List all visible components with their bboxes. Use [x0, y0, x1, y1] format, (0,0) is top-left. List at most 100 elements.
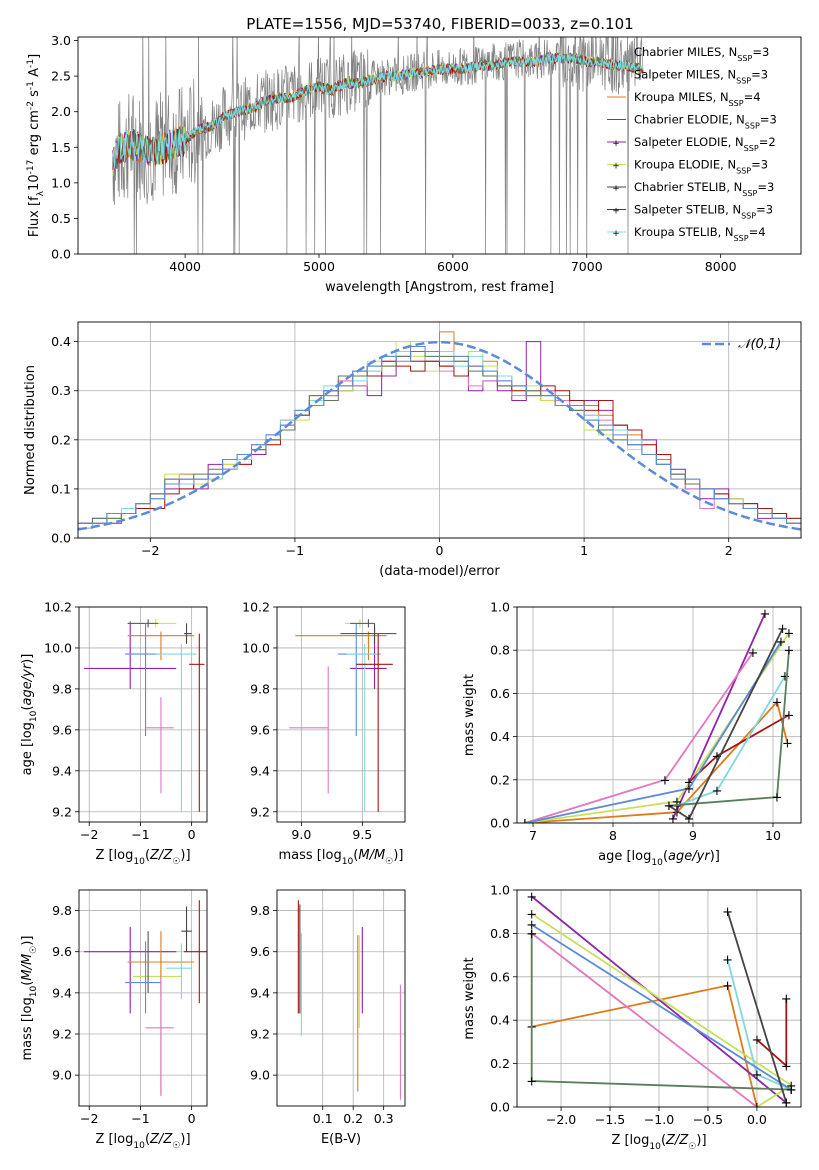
y-tick-label: 0.0	[51, 247, 71, 262]
x-tick-label: −2	[141, 543, 159, 558]
weight-marker: +	[751, 1068, 762, 1083]
weight-series	[524, 641, 782, 823]
weight-marker: +	[777, 622, 788, 637]
weight-marker: +	[784, 709, 795, 724]
error-point	[84, 927, 177, 1014]
y-tick-label: 9.2	[250, 1027, 270, 1042]
x-tick-label: 8	[609, 828, 617, 843]
y-tick-label: 0.0	[51, 531, 71, 546]
legend-marker: +	[612, 162, 620, 172]
x-tick-label: 0.3	[374, 1111, 394, 1126]
y-tick-label: 0.3	[51, 383, 71, 398]
x-tick-label: 1	[580, 543, 588, 558]
y-tick-label: 2.5	[51, 69, 71, 84]
weight-marker: +	[781, 992, 792, 1007]
error-point	[295, 631, 387, 661]
axes-frame	[77, 36, 802, 255]
x-tick-label: −1.0	[644, 1112, 674, 1127]
chart-spectrum: 4000 5000 6000 7000 8000 0.0 0.5 1.0 1.5 2.0 2.5 3.…	[26, 33, 802, 295]
x-tick-label: 6000	[437, 259, 469, 274]
y-tick-label: 9.2	[52, 1027, 72, 1042]
weight-marker: +	[520, 817, 531, 832]
chart-mass-vs-Z: −2 −1 0 9.0 9.2 9.4 9.6 9.8 Z [log10(Z/Z☉)] mass …	[20, 889, 208, 1151]
legend-label: Kroupa MILES, NSSP=4	[634, 90, 761, 108]
x-tick-label: −2	[80, 827, 98, 842]
y-axis-label: mass weight	[462, 957, 477, 1039]
figure-title: PLATE=1556, MJD=53740, FIBERID=0033, z=0…	[246, 15, 633, 33]
weight-marker: +	[660, 773, 671, 788]
weight-marker: +	[526, 918, 537, 933]
chart-mass-weight-vs-age: +++++++++++++++++++++++++++7 8 9 10 0.0 0.2 0.…	[462, 600, 802, 868]
legend-label: Chabrier ELODIE, NSSP=3	[634, 113, 777, 131]
legend-label: Chabrier STELIB, NSSP=3	[634, 180, 774, 198]
y-tick-label: 0.4	[490, 729, 510, 744]
weight-series	[531, 923, 792, 1091]
weight-series	[530, 933, 792, 1091]
x-tick-label: 0	[188, 827, 196, 842]
axes-frame	[276, 889, 406, 1107]
legend-label: Chabrier MILES, NSSP=3	[634, 45, 769, 63]
legend-label: Salpeter ELODIE, NSSP=2	[634, 135, 776, 153]
error-point	[189, 633, 205, 812]
x-tick-label: 0.1	[313, 1111, 333, 1126]
weight-marker: +	[526, 907, 537, 922]
y-tick-label: 9.8	[52, 903, 72, 918]
y-axis-label: mass [log10(M/M☉)]	[20, 936, 39, 1061]
y-tick-label: 1.0	[490, 600, 510, 615]
x-tick-label: 2	[725, 543, 733, 558]
weight-marker: +	[672, 795, 683, 810]
y-tick-label: 0.8	[490, 643, 510, 658]
weight-series	[531, 913, 793, 1107]
plot-area	[84, 619, 205, 812]
weight-marker: +	[672, 806, 683, 821]
error-point	[127, 619, 159, 628]
weight-marker: +	[526, 1074, 537, 1089]
error-point	[356, 633, 393, 812]
model-spectrum	[112, 53, 644, 169]
legend-marker: +	[612, 207, 620, 217]
chart-mass-weight-vs-Z: +++++++++++++++++++++++−2.0 −1.5 −1.0 −0.5 0…	[462, 883, 802, 1152]
x-axis-label: (data-model)/error	[379, 564, 500, 579]
error-point	[125, 623, 161, 736]
weight-series	[668, 628, 784, 821]
weight-marker: +	[786, 1083, 797, 1098]
x-tick-label: 9.5	[352, 827, 372, 842]
error-point	[127, 631, 195, 661]
weight-series	[668, 650, 790, 807]
chart-residual-histogram: −2 −1 0 1 2 0.0 0.1 0.2 0.3 0.4 (data-model)/error…	[23, 321, 802, 579]
model-spectrum	[112, 51, 644, 169]
weight-marker: +	[520, 817, 531, 832]
weight-marker: +	[784, 644, 795, 659]
y-axis-label: age [log10(age/yr)]	[20, 654, 39, 776]
chart-age-vs-Z: −2 −1 0 9.2 9.4 9.6 9.8 10.0 10.2 Z [log10(Z/Z☉)]…	[20, 600, 208, 867]
error-point	[125, 941, 161, 1014]
x-tick-label: 7000	[571, 259, 603, 274]
y-tick-label: 9.6	[250, 722, 270, 737]
y-tick-label: 9.4	[52, 763, 72, 778]
y-tick-label: 0.2	[51, 432, 71, 447]
weight-marker: +	[760, 607, 771, 622]
x-tick-label: −0.5	[693, 1112, 723, 1127]
weight-marker: +	[782, 737, 793, 752]
weight-series	[726, 911, 788, 1103]
legend-label: Kroupa ELODIE, NSSP=3	[634, 158, 768, 176]
weight-marker: +	[748, 646, 759, 661]
y-tick-label: 9.2	[250, 804, 270, 819]
weight-marker: +	[751, 1033, 762, 1048]
legend-label: Kroupa STELIB, NSSP=4	[634, 225, 766, 243]
y-tick-label: 0.4	[490, 1013, 510, 1028]
x-tick-label: 0.0	[747, 1112, 767, 1127]
y-axis-label: Normed distribution	[23, 365, 38, 495]
x-tick-label: 9	[689, 828, 697, 843]
y-tick-label: 0.5	[51, 211, 71, 226]
weight-series	[531, 932, 758, 1107]
y-tick-label: 9.0	[52, 1068, 72, 1083]
weight-marker: +	[526, 927, 537, 942]
plot-area: +++++++++++++++++++++++	[526, 890, 797, 1107]
weight-marker: +	[526, 890, 537, 905]
weight-marker: +	[781, 1059, 792, 1074]
axes-frame	[78, 606, 208, 823]
y-tick-label: 2.0	[51, 104, 71, 119]
y-tick-label: 1.0	[51, 175, 71, 190]
